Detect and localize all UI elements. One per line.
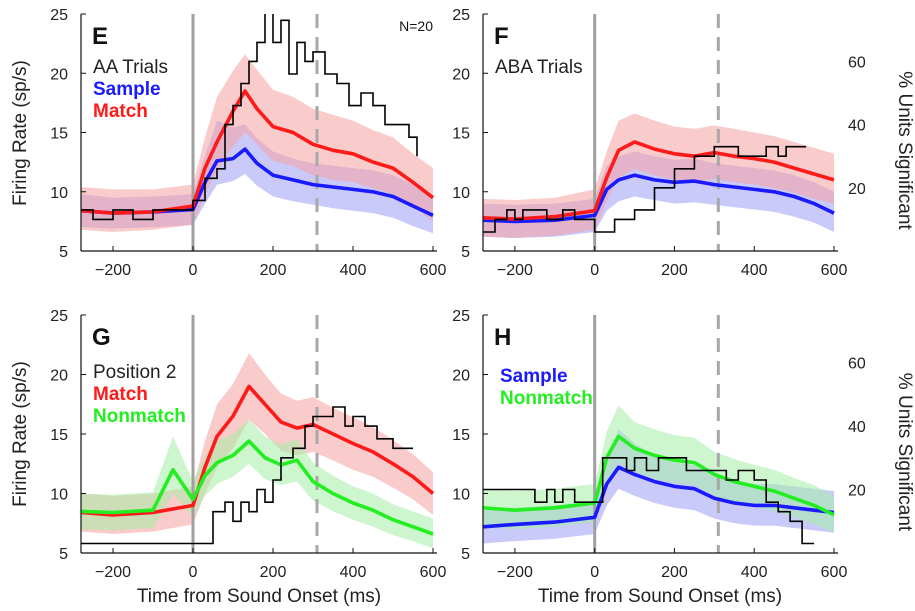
series-line-match <box>81 384 435 517</box>
y-tick-label: 25 <box>50 308 68 325</box>
x-tick-label: 0 <box>590 564 599 581</box>
legend-entry: AA Trials <box>93 57 168 78</box>
percent-significant-line <box>483 457 815 545</box>
error-band-match <box>81 54 433 232</box>
y-tick-label: 20 <box>50 368 68 385</box>
plot-area <box>81 315 435 553</box>
error-band-match <box>483 113 834 238</box>
x-axis-label-right: Time from Sound Onset (ms) <box>538 586 782 607</box>
x-axis-label-left: Time from Sound Onset (ms) <box>137 586 381 607</box>
panel-f: −200 0 200 400 600 5 10 15 20 25 20 40 60 % Units Sig… <box>452 7 915 279</box>
right-y-tick-label: 20 <box>848 483 866 500</box>
y-tick-label: 10 <box>50 487 68 504</box>
x-tick-label: −200 <box>497 262 533 279</box>
panel-e: −200 0 200 400 600 5 10 15 20 25 E N=20 AA TrialsSam… <box>50 7 446 279</box>
left-y-axis-label-bottom: Firing Rate (sp/s) <box>10 361 31 507</box>
plot-area <box>483 14 835 251</box>
panel-h: −200 0 200 400 600 5 10 15 20 25 20 40 60 % Units Sig… <box>452 308 915 581</box>
x-tick-label: 400 <box>340 564 367 581</box>
legend-entry: Nonmatch <box>93 406 186 427</box>
y-tick-label: 5 <box>461 546 470 563</box>
y-tick-label: 10 <box>452 185 470 202</box>
x-tick-label: 0 <box>189 262 198 279</box>
legend-entry: ABA Trials <box>495 57 583 78</box>
x-tick-label: 400 <box>340 262 367 279</box>
right-y-tick-label: 40 <box>848 118 866 135</box>
series-line-sample <box>483 465 835 529</box>
x-tick-label: −200 <box>95 564 131 581</box>
x-tick-label: 200 <box>661 564 688 581</box>
x-tick-label: 600 <box>420 564 447 581</box>
x-tick-label: 600 <box>821 564 848 581</box>
left-y-axis-label-top: Firing Rate (sp/s) <box>10 60 31 206</box>
x-tick-label: 400 <box>741 262 768 279</box>
y-tick-label: 15 <box>452 427 470 444</box>
legend-entry: Nonmatch <box>500 388 593 409</box>
sample-size-annotation: N=20 <box>399 18 433 34</box>
legend-entry: Sample <box>500 366 568 387</box>
y-tick-label: 5 <box>59 546 68 563</box>
right-y-tick-label: 60 <box>848 54 866 71</box>
y-tick-label: 20 <box>452 66 470 83</box>
panel-letter: E <box>92 23 108 50</box>
x-tick-label: 0 <box>189 564 198 581</box>
right-y-tick-label: 40 <box>848 419 866 436</box>
series-line-nonmatch <box>483 434 835 517</box>
error-band-nonmatch <box>81 419 433 549</box>
x-tick-label: 600 <box>821 262 848 279</box>
percent-significant-line <box>81 14 418 221</box>
x-tick-label: 200 <box>661 262 688 279</box>
x-tick-label: −200 <box>497 564 533 581</box>
legend-entry: Position 2 <box>93 362 176 383</box>
x-tick-label: 600 <box>420 262 447 279</box>
y-tick-label: 20 <box>452 368 470 385</box>
x-tick-label: 200 <box>260 262 287 279</box>
y-tick-label: 10 <box>452 487 470 504</box>
x-tick-label: −200 <box>95 262 131 279</box>
panel-letter: G <box>92 324 111 351</box>
right-y-axis-label: % Units Significant <box>894 373 915 532</box>
y-tick-label: 25 <box>50 7 68 24</box>
x-tick-label: 200 <box>260 564 287 581</box>
series-line-nonmatch <box>81 439 434 536</box>
panel-letter: F <box>494 23 509 50</box>
y-tick-label: 5 <box>461 244 470 261</box>
right-y-axis-label: % Units Significant <box>894 71 915 230</box>
right-y-tick-label: 60 <box>848 356 866 373</box>
percent-significant-line <box>483 145 807 233</box>
x-tick-label: 400 <box>741 564 768 581</box>
y-tick-label: 15 <box>50 427 68 444</box>
legend-entry: Sample <box>93 79 161 100</box>
y-tick-label: 25 <box>452 7 470 24</box>
y-tick-label: 20 <box>50 66 68 83</box>
y-tick-label: 15 <box>50 126 68 143</box>
percent-significant-line <box>81 406 413 545</box>
y-tick-label: 10 <box>50 185 68 202</box>
plot-area <box>81 14 435 251</box>
y-tick-label: 5 <box>59 244 68 261</box>
legend-entry: Match <box>93 384 148 405</box>
series-line-match <box>81 89 435 215</box>
y-tick-label: 25 <box>452 308 470 325</box>
y-tick-label: 15 <box>452 126 470 143</box>
panel-letter: H <box>494 324 511 351</box>
right-y-tick-label: 20 <box>848 181 866 198</box>
plot-area <box>483 315 835 553</box>
panel-g: −200 0 200 400 600 5 10 15 20 25 G Position 2MatchN… <box>50 308 446 581</box>
legend-entry: Match <box>93 101 148 122</box>
series-line-match <box>483 140 835 221</box>
x-tick-label: 0 <box>590 262 599 279</box>
